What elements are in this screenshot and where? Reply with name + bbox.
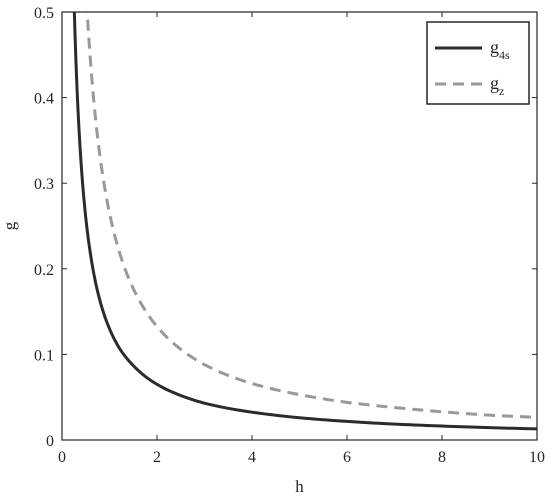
ticks-layer: 0 2 4 6 8 10 0 0.1 0.2 0.3 0.4 0.5 bbox=[34, 5, 545, 466]
series-line-g4s bbox=[72, 12, 537, 431]
series-line-gz bbox=[85, 12, 537, 419]
y-tick-label: 0.3 bbox=[34, 176, 54, 193]
legend-label-g4s: g4s bbox=[490, 37, 510, 62]
y-tick-label: 0 bbox=[46, 433, 54, 450]
x-tick-label: 0 bbox=[58, 449, 66, 466]
x-tick-label: 6 bbox=[343, 449, 351, 466]
axes-layer bbox=[61, 11, 538, 441]
x-tick-label: 4 bbox=[248, 449, 256, 466]
y-tick-label: 0.2 bbox=[34, 262, 54, 279]
x-axis-label: h bbox=[295, 477, 304, 496]
x-tick-label: 2 bbox=[153, 449, 161, 466]
y-tick-label: 0.1 bbox=[34, 347, 54, 364]
x-tick-label: 8 bbox=[438, 449, 446, 466]
series-layer bbox=[72, 12, 537, 431]
legend: g4s gz bbox=[426, 21, 530, 105]
legend-label-gz: gz bbox=[490, 73, 504, 98]
y-axis-label: g bbox=[0, 221, 19, 230]
y-tick-label: 0.4 bbox=[34, 91, 54, 108]
x-tick-label: 10 bbox=[529, 449, 545, 466]
axes-box bbox=[61, 11, 538, 441]
y-tick-label: 0.5 bbox=[34, 5, 54, 22]
legend-box bbox=[426, 21, 530, 105]
